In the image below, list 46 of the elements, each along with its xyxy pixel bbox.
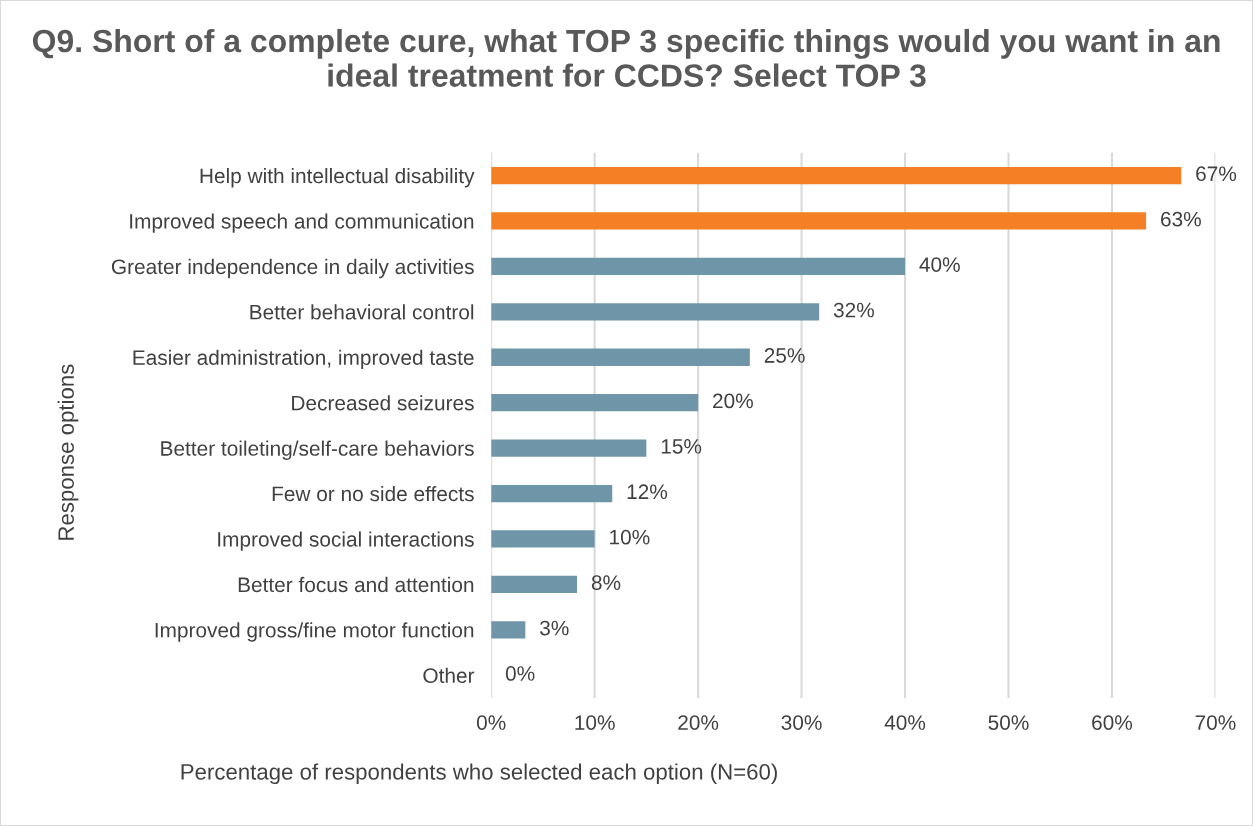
- x-axis-title: Percentage of respondents who selected each option (N=60): [181, 763, 777, 785]
- x-tick-label: 20%: [678, 715, 719, 730]
- data-label: 20%: [713, 393, 753, 409]
- data-label: 8%: [591, 575, 621, 590]
- data-label: 15%: [661, 439, 702, 454]
- x-tick-label: 30%: [781, 715, 822, 730]
- y-tick-label: Better behavioral control: [250, 304, 474, 320]
- bar: [491, 257, 906, 276]
- bar: [491, 575, 578, 594]
- y-tick-label: Few or no side effects: [272, 485, 474, 502]
- data-label: 3%: [540, 620, 569, 636]
- y-tick-label: Better focus and attention: [238, 576, 474, 593]
- bar: [491, 439, 647, 457]
- y-tick-label: Help with intellectual disability: [200, 167, 475, 188]
- data-label: 32%: [833, 302, 874, 318]
- bar: [491, 212, 1147, 230]
- data-label: 10%: [610, 529, 650, 545]
- data-label: 40%: [919, 257, 960, 272]
- bar: [491, 166, 1182, 185]
- data-label: 0%: [505, 666, 535, 681]
- bar: [491, 621, 526, 639]
- data-label: 63%: [1161, 211, 1201, 227]
- bar: [491, 484, 613, 503]
- bar: [491, 303, 820, 321]
- y-tick-label: Better toileting/self-care behaviors: [161, 440, 474, 460]
- y-tick-label: Improved gross/fine motor function: [155, 622, 474, 642]
- y-tick-label: Other: [423, 667, 475, 684]
- data-label: 25%: [764, 348, 805, 363]
- y-tick-label: Improved speech and communication: [130, 213, 474, 233]
- data-label: 12%: [627, 484, 668, 500]
- x-tick-label: 10%: [575, 715, 615, 730]
- x-tick-label: 50%: [988, 715, 1029, 730]
- bar: [491, 394, 699, 412]
- y-tick-label: Decreased seizures: [292, 395, 474, 411]
- y-tick-label: Greater independence in daily activities: [111, 258, 474, 279]
- y-tick-label: Easier administration, improved taste: [133, 349, 474, 370]
- chart-title: Q9. Short of a complete cure, what TOP 3 specific things would you want in an ideal treatment for CCDS? Select TOP 3: [32, 28, 1220, 87]
- y-axis-title: Response options: [57, 364, 79, 540]
- y-tick-label: Improved social interactions: [218, 531, 474, 551]
- data-label: 67%: [1196, 166, 1237, 182]
- x-tick-label: 0%: [476, 715, 506, 730]
- bar: [491, 348, 750, 366]
- x-tick-label: 40%: [884, 715, 926, 730]
- x-tick-label: 60%: [1092, 715, 1133, 730]
- bar: [491, 530, 595, 548]
- x-tick-label: 70%: [1195, 715, 1236, 730]
